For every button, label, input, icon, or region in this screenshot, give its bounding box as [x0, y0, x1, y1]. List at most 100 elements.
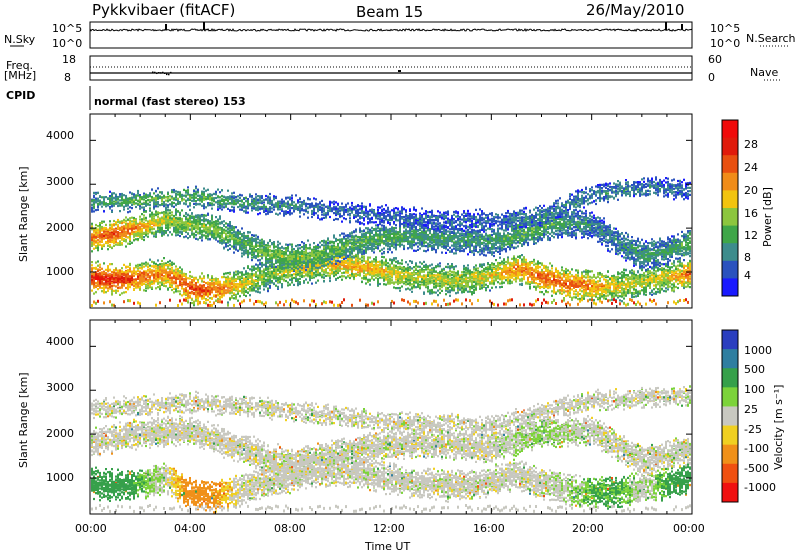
power-cell: [229, 233, 231, 235]
power-cell: [135, 281, 137, 283]
power-cell: [133, 197, 135, 199]
power-cell: [263, 252, 265, 254]
power-cell: [129, 206, 131, 208]
power-cell: [185, 194, 187, 196]
power-cell: [177, 234, 179, 236]
power-cell: [139, 286, 141, 288]
power-cell: [285, 276, 287, 278]
power-cell: [169, 280, 171, 282]
power-cell: [171, 205, 173, 207]
power-cell: [245, 286, 247, 288]
power-cell: [187, 191, 189, 193]
power-cell: [215, 191, 217, 193]
power-cell: [203, 214, 205, 216]
power-cell: [199, 294, 201, 296]
power-cell: [251, 283, 253, 285]
power-cell: [155, 231, 157, 233]
power-cell: [203, 290, 205, 292]
power-cell: [267, 277, 269, 279]
power-cell: [283, 279, 285, 281]
power-cell: [247, 242, 249, 244]
power-cell: [169, 231, 171, 233]
power-cell: [239, 281, 241, 283]
power-cell: [113, 290, 115, 292]
power-cell: [95, 262, 97, 264]
power-cell: [117, 227, 119, 229]
power-cell: [171, 286, 173, 288]
power-cell: [207, 214, 209, 216]
power-cell: [95, 291, 97, 293]
power-cell: [129, 264, 131, 266]
power-cell: [177, 193, 179, 195]
power-cell: [209, 288, 211, 290]
power-cell: [225, 222, 227, 224]
power-cell: [157, 227, 159, 229]
power-cell: [265, 248, 267, 250]
power-cell: [287, 203, 289, 205]
power-cell: [147, 194, 149, 196]
power-cell: [267, 244, 269, 246]
power-cell: [239, 200, 241, 202]
power-cell: [161, 282, 163, 284]
power-cell: [115, 230, 117, 232]
power-cell: [245, 200, 247, 202]
power-cell: [169, 226, 171, 228]
power-cell: [111, 276, 113, 278]
power-cell: [171, 189, 173, 191]
power-cell: [111, 282, 113, 284]
power-cell: [219, 281, 221, 283]
power-cell: [263, 211, 265, 213]
power-cell: [199, 196, 201, 198]
power-cell: [137, 200, 139, 202]
power-cell: [181, 209, 183, 211]
power-cell: [159, 286, 161, 288]
power-cell: [287, 282, 289, 284]
power-cell: [139, 226, 141, 228]
power-cell: [253, 252, 255, 254]
power-cell: [267, 251, 269, 253]
power-cell: [283, 211, 285, 213]
power-cell: [255, 272, 257, 274]
power-cell: [201, 201, 203, 203]
power-cell: [137, 203, 139, 205]
power-cell: [167, 267, 169, 269]
power-cell: [239, 209, 241, 211]
power-cell: [91, 273, 93, 275]
power-cell: [275, 257, 277, 259]
power-cell: [193, 277, 195, 279]
power-cell: [141, 225, 143, 227]
power-cell: [135, 218, 137, 220]
power-cell: [133, 280, 135, 282]
power-cell: [185, 289, 187, 291]
power-cell: [235, 279, 237, 281]
power-cell: [223, 206, 225, 208]
power-cell: [113, 197, 115, 199]
power-cell: [173, 273, 175, 275]
power-cell: [207, 274, 209, 276]
power-cell: [155, 234, 157, 236]
power-cell: [153, 266, 155, 268]
power-cell: [243, 284, 245, 286]
power-cell: [101, 238, 103, 240]
power-cell: [185, 213, 187, 215]
power-cell: [233, 192, 235, 194]
power-cell: [191, 197, 193, 199]
power-cell: [253, 238, 255, 240]
power-cell: [175, 282, 177, 284]
power-cell: [109, 232, 111, 234]
power-cell: [231, 196, 233, 198]
power-cell: [249, 273, 251, 275]
power-cell: [131, 217, 133, 219]
power-cell: [289, 274, 291, 276]
power-cell: [123, 208, 125, 210]
power-cell: [223, 220, 225, 222]
power-cell: [165, 274, 167, 276]
power-cell: [93, 272, 95, 274]
power-cell: [133, 224, 135, 226]
power-cell: [271, 260, 273, 262]
power-cell: [241, 209, 243, 211]
power-cell: [245, 276, 247, 278]
power-cell: [175, 217, 177, 219]
power-cell: [129, 238, 131, 240]
power-cell: [191, 200, 193, 202]
